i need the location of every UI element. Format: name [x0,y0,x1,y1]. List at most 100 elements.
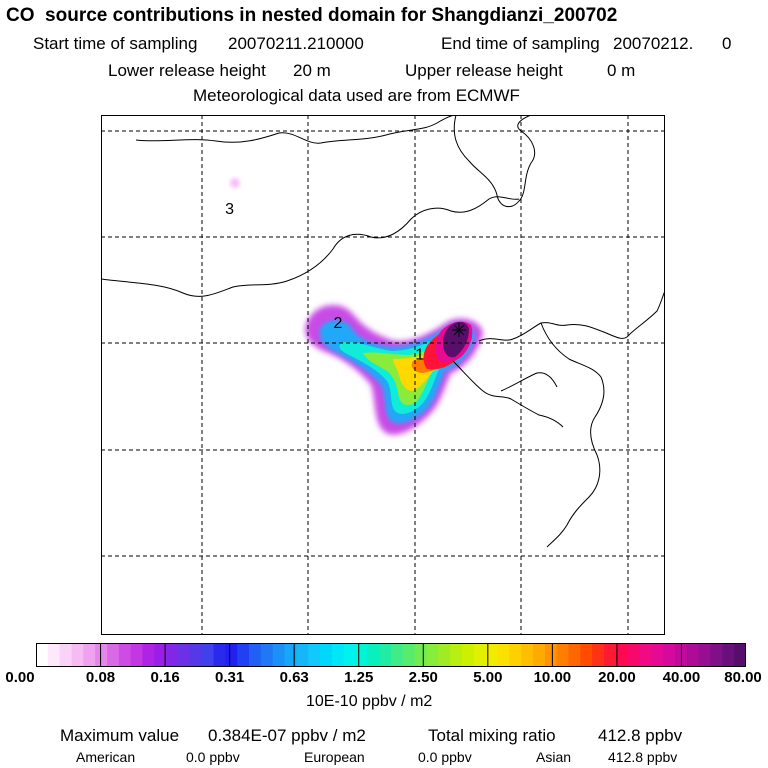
colorbar-cell [497,643,510,667]
concentration-field [230,178,483,435]
remote-source-spot [230,178,240,188]
boundary-middle [101,196,520,297]
colorbar-cell [627,643,641,667]
colorbar-cell [473,643,487,667]
end-time-value: 20070212. [613,34,694,53]
coast-east [540,322,605,548]
colorbar-cell [308,643,321,667]
colorbar-separators [100,643,682,667]
colorbar-cell [722,643,735,667]
graticule [101,115,665,635]
colorbar-cell [331,643,345,667]
colorbar-cell [213,643,226,667]
cluster-label-1: 1 [415,346,424,363]
colorbar-tick-label: 5.00 [473,669,503,686]
colorbar-cell [237,643,250,667]
colorbar-cell [580,643,593,667]
coast-gulf [500,372,558,392]
colorbar-cell [556,643,570,667]
end-time-suffix: 0 [722,34,732,53]
colorbar-cell [698,643,712,667]
colorbar-cell [95,643,108,667]
boundary-north [135,115,457,144]
european-value: 0.0 ppbv [418,749,472,765]
source-contribution-map: 1 2 3 [101,115,665,635]
colorbar-tick-label: 2.50 [408,669,438,686]
european-label: European [304,749,365,765]
colorbar-cell [154,643,167,667]
colorbar-cell [426,643,439,667]
colorbar-cell [734,643,746,667]
colorbar-cell [391,643,404,667]
colorbar-tick-label: 0.63 [279,669,309,686]
colorbar-cell [343,643,357,667]
colorbar-tick-label: 0.16 [150,669,180,686]
start-time-label: Start time of sampling [33,34,198,53]
colorbar-cell [178,643,191,667]
colorbar-cell [402,643,416,667]
colorbar-tick-label: 80.00 [724,669,762,686]
upper-height-label: Upper release height [405,61,563,80]
colorbar-cell [166,643,179,667]
max-value-label: Maximum value [60,726,180,745]
colorbar-tick-label: 10.00 [533,669,572,686]
colorbar-cell [710,643,723,667]
colorbar-cell [663,643,676,667]
colorbar-cell [379,643,392,667]
colorbar-cells [36,643,746,667]
colorbar-cell [59,643,73,667]
colorbar-tick-label: 0.08 [85,669,116,686]
colorbar-units: 10E-10 ppbv / m2 [306,693,433,710]
colorbar-cell [225,643,238,667]
colorbar-frame [36,643,746,667]
colorbar-cell [260,643,274,667]
colorbar-cell [509,643,522,667]
met-data-line: Meteorological data used are from ECMWF [193,86,520,105]
colorbar-cell [462,643,475,667]
colorbar-cell [686,643,700,667]
colorbar-cell [450,643,463,667]
colorbar-cell [118,643,132,667]
colorbar-tick-label: 0.00 [5,669,35,686]
colorbar-cell [320,643,333,667]
colorbar-cell [189,643,203,667]
cluster-label-3: 3 [225,201,234,218]
colorbar-cell [367,643,380,667]
colorbar-cell [533,643,546,667]
colorbar-cell [639,643,652,667]
colorbar-cell [485,643,499,667]
max-value: 0.384E-07 ppbv / m2 [208,726,366,745]
colorbar-cell [36,643,49,667]
colorbar-cell [272,643,286,667]
colorbar-cell [438,643,451,667]
start-time-value: 20070211.210000 [228,34,364,53]
coast-bay [452,360,564,428]
coast-peninsula [600,290,665,339]
colorbar-tick-label: 1.25 [344,669,374,686]
colorbar-cell [201,643,215,667]
end-time-label: End time of sampling [441,34,600,53]
colorbar-cell [47,643,61,667]
colorbar-cell [651,643,664,667]
colorbar-cell [71,643,84,667]
upper-height-value: 0 m [607,61,636,80]
total-mixing-value: 412.8 ppbv [598,726,683,745]
lower-height-label: Lower release height [108,61,266,80]
colorbar-cell [107,643,120,667]
colorbar-cell [615,643,629,667]
american-label: American [76,749,136,765]
colorbar-cell [249,643,262,667]
colorbar-tick-label: 40.00 [662,669,701,686]
plot-title: CO source contributions in nested domain… [6,5,618,26]
colorbar-cell [355,643,368,667]
colorbar-cell [142,643,155,667]
colorbar-cell [284,643,297,667]
colorbar-tick-label: 20.00 [598,669,636,686]
lower-height-value: 20 m [293,61,331,80]
colorbar-cell [592,643,605,667]
colorbar [36,643,746,667]
colorbar-cell [130,643,144,667]
receptor-marker-icon [452,323,466,337]
colorbar-tick-label: 0.31 [215,669,245,686]
colorbar-cell [414,643,428,667]
